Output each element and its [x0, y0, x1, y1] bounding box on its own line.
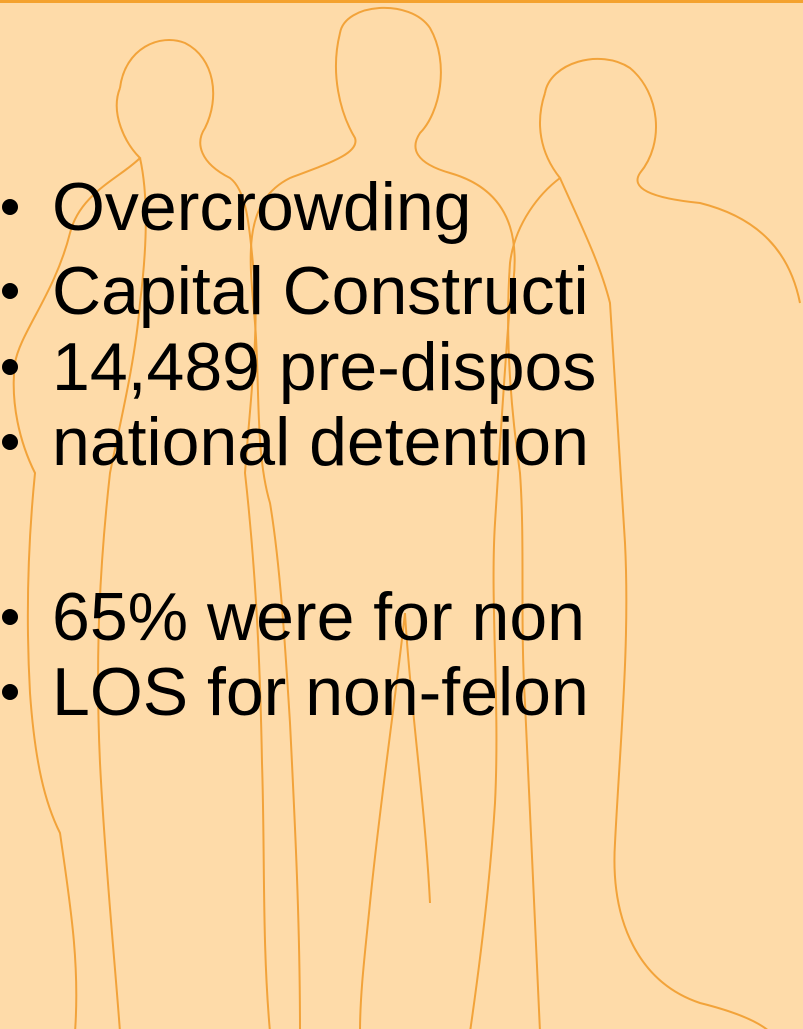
bullet-dot [2, 434, 18, 450]
bullet-dot [2, 199, 18, 215]
silhouettes [0, 3, 803, 1029]
bullet-text: 65% were for non [52, 583, 585, 651]
bullet-text: Capital Constructi [52, 257, 589, 325]
page: {"slide": {"bullets": [ "Overcrowding", … [0, 0, 803, 1029]
bullet-dot [2, 684, 18, 700]
bullet-text: LOS for non-felon [52, 658, 589, 726]
figure-right [508, 59, 800, 1029]
slide: Overcrowding Capital Constructi 14,489 pre… [0, 0, 803, 1029]
figure-center [251, 8, 515, 1029]
bullet-dot [2, 359, 18, 375]
bullet-text: 14,489 pre-dispos [52, 333, 596, 401]
bullet-text: national detention [52, 408, 589, 476]
bullet-dot [2, 609, 18, 625]
bullet-dot [2, 283, 18, 299]
bullet-text: Overcrowding [52, 173, 472, 241]
